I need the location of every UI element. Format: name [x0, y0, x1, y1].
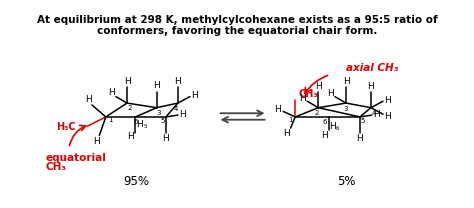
Text: 1: 1 [288, 117, 293, 123]
Text: H: H [356, 134, 363, 143]
Text: H: H [124, 77, 130, 86]
Text: H: H [108, 88, 115, 97]
Text: H: H [329, 122, 336, 131]
Text: 5: 5 [360, 118, 365, 124]
Text: conformers, favoring the equatorial chair form.: conformers, favoring the equatorial chai… [97, 26, 377, 36]
Text: H: H [299, 94, 306, 103]
Text: H: H [153, 81, 160, 90]
Text: H: H [274, 105, 281, 114]
Text: H: H [373, 110, 380, 119]
Text: H: H [368, 82, 374, 91]
Text: 1: 1 [108, 117, 113, 123]
Text: H: H [384, 111, 391, 120]
Text: At equilibrium at 298 K, methylcylcohexane exists as a 95:5 ratio of: At equilibrium at 298 K, methylcylcohexa… [36, 15, 438, 25]
Text: H₃C: H₃C [56, 122, 76, 132]
Text: equatorial: equatorial [46, 153, 107, 163]
Text: 6: 6 [133, 119, 137, 125]
Text: 2: 2 [314, 110, 319, 116]
Text: H: H [93, 137, 100, 146]
Text: 95%: 95% [123, 175, 149, 188]
Text: 5: 5 [161, 118, 165, 124]
Text: 4: 4 [372, 110, 376, 116]
Text: H: H [85, 95, 91, 104]
Text: CH₃: CH₃ [46, 162, 67, 172]
Text: 5: 5 [144, 124, 147, 129]
Text: axial CH₃: axial CH₃ [346, 63, 398, 73]
Text: H: H [174, 77, 181, 86]
Text: CH₃: CH₃ [299, 89, 319, 99]
Text: H: H [384, 96, 391, 105]
Text: H: H [128, 132, 134, 141]
Text: H: H [163, 134, 169, 143]
Text: H: H [327, 89, 334, 98]
Text: 3: 3 [344, 106, 348, 112]
Text: 3: 3 [156, 110, 161, 116]
Text: H: H [343, 77, 349, 86]
Text: 2: 2 [128, 105, 132, 111]
Text: 6: 6 [322, 119, 327, 125]
Text: H: H [321, 131, 328, 140]
Text: H: H [191, 91, 198, 100]
Text: H: H [179, 110, 186, 119]
Text: H: H [315, 82, 322, 91]
Text: H: H [137, 120, 143, 129]
Text: 6: 6 [336, 125, 339, 131]
Text: H: H [283, 129, 290, 138]
Text: 4: 4 [174, 106, 178, 112]
Text: 5%: 5% [337, 175, 356, 188]
